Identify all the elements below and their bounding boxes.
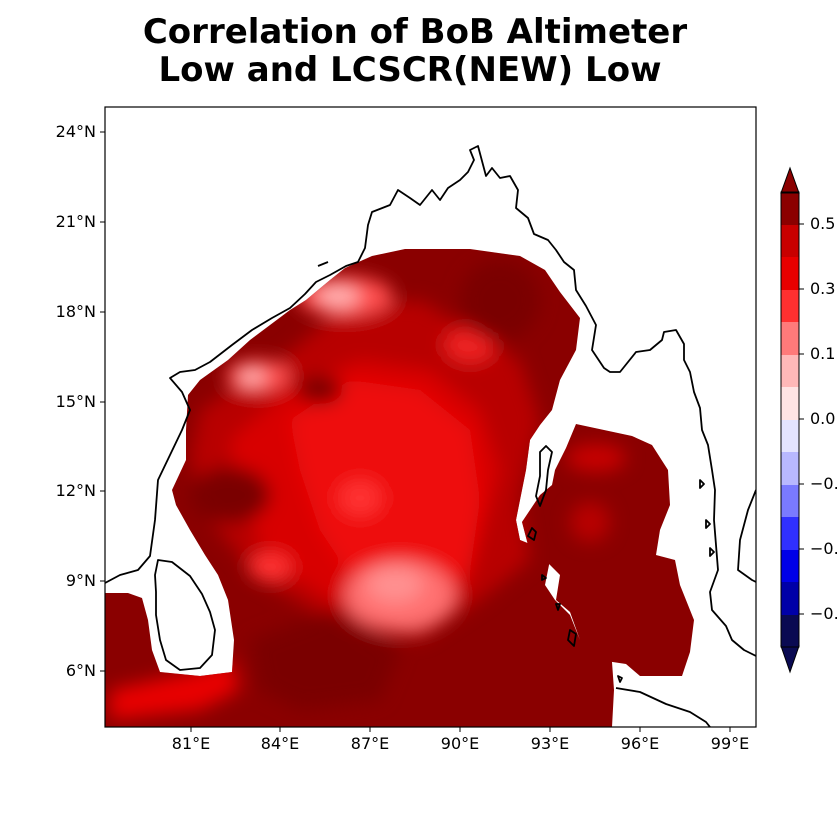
colorbar-label-neg2: −0. xyxy=(810,539,839,558)
colorbar-label-neg3: −0. xyxy=(810,604,839,623)
colorbar-swatch xyxy=(781,354,799,387)
lon-label-93: 93°E xyxy=(530,734,570,753)
colorbar-extend-high xyxy=(780,166,800,194)
map-frame xyxy=(104,106,757,728)
chart-title-line2: Low and LCSCR(NEW) Low xyxy=(158,50,662,90)
colorbar-swatch xyxy=(781,517,799,550)
chart-title-line1: Correlation of BoB Altimeter xyxy=(142,12,688,52)
lon-label-90: 90°E xyxy=(440,734,480,753)
colorbar-label-0.5: 0.5 xyxy=(810,214,836,233)
lat-label-9: 9°N xyxy=(65,571,96,590)
colorbar-swatch xyxy=(781,289,799,322)
lat-label-6: 6°N xyxy=(65,661,96,680)
lat-label-18: 18°N xyxy=(55,302,96,321)
lat-label-21: 21°N xyxy=(55,212,96,231)
colorbar-label-0.3: 0.3 xyxy=(810,279,836,298)
colorbar-label-neg1: −0. xyxy=(810,474,839,493)
lon-label-99: 99°E xyxy=(710,734,750,753)
lat-label-12: 12°N xyxy=(55,481,96,500)
colorbar-swatch xyxy=(781,484,799,517)
colorbar-swatch xyxy=(781,452,799,485)
lon-label-81: 81°E xyxy=(171,734,211,753)
colorbar-swatch xyxy=(781,257,799,290)
colorbar-label-0.0: 0.0 xyxy=(810,409,836,428)
correlation-field xyxy=(105,249,694,727)
lon-label-96: 96°E xyxy=(620,734,660,753)
lon-label-87: 87°E xyxy=(350,734,390,753)
lat-label-24: 24°N xyxy=(55,122,96,141)
coastlines xyxy=(105,145,756,727)
colorbar-swatch xyxy=(781,419,799,452)
colorbar-swatch xyxy=(781,322,799,355)
colorbar-extend-low xyxy=(780,645,800,674)
lat-label-15: 15°N xyxy=(55,392,96,411)
colorbar-swatch xyxy=(781,387,799,420)
colorbar-swatch xyxy=(781,549,799,582)
lon-label-84: 84°E xyxy=(260,734,300,753)
colorbar-swatch xyxy=(781,582,799,615)
colorbar-label-0.1: 0.1 xyxy=(810,344,836,363)
colorbar-swatch xyxy=(781,614,799,647)
colorbar xyxy=(780,166,804,674)
axis-ticks xyxy=(100,131,731,732)
colorbar-swatch xyxy=(781,192,799,225)
colorbar-swatch xyxy=(781,224,799,257)
